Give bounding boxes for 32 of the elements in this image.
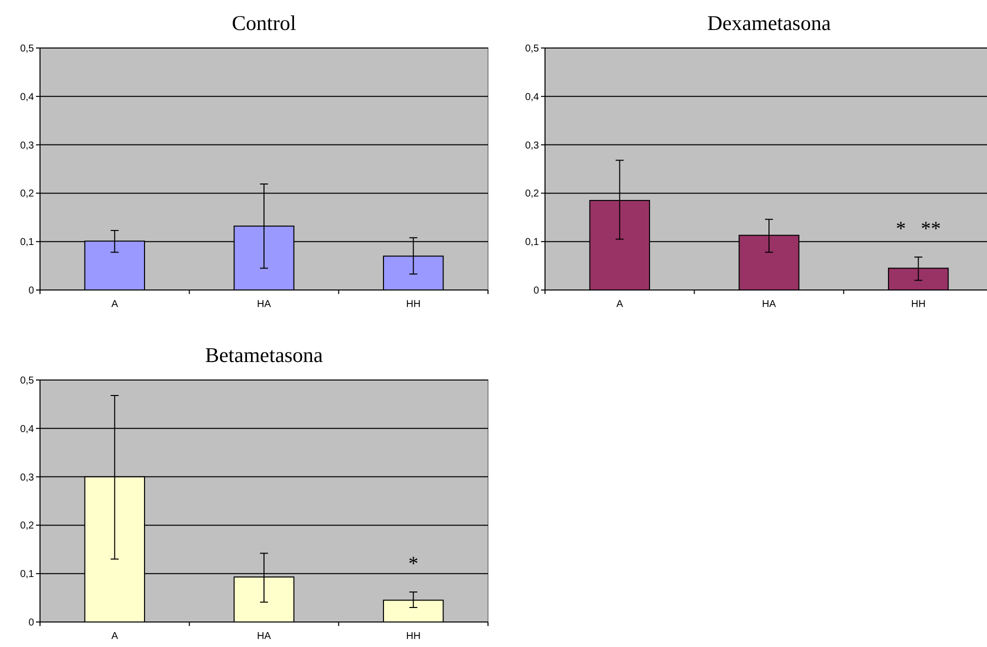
y-tick-label: 0,4 [20,92,34,103]
x-tick-label: A [111,299,118,310]
chart-title: Control [232,11,296,35]
y-tick-label: 0 [533,286,540,296]
y-tick-label: 0,2 [525,188,540,200]
annotation: * ** [896,218,941,240]
y-tick-label: 0,2 [20,188,34,200]
chart-title: Dexametasona [707,11,832,35]
x-tick-label: HA [257,299,272,310]
y-tick-label: 0,2 [20,520,34,532]
y-tick-label: 0 [28,286,34,296]
y-tick-label: 0,3 [20,472,34,484]
y-tick-label: 0,5 [20,44,34,54]
annotation: * [408,552,418,575]
x-tick-label: HH [911,299,926,310]
y-tick-label: 0,5 [20,376,34,386]
x-tick-label: HA [257,631,272,642]
y-tick-label: 0,1 [20,569,34,580]
x-tick-label: HH [406,299,421,310]
x-tick-label: HH [406,631,421,642]
y-tick-label: 0,1 [20,237,34,248]
y-tick-label: 0,4 [20,424,34,435]
x-tick-label: HA [762,299,776,310]
y-tick-label: 0,4 [525,92,540,103]
x-tick-label: A [616,299,624,310]
y-tick-label: 0,3 [525,140,540,152]
y-tick-label: 0,5 [525,44,540,54]
y-tick-label: 0,3 [20,140,34,152]
chart-title: Betametasona [205,343,324,367]
x-tick-label: A [111,631,118,642]
y-tick-label: 0 [28,618,34,628]
y-tick-label: 0,1 [525,237,540,248]
